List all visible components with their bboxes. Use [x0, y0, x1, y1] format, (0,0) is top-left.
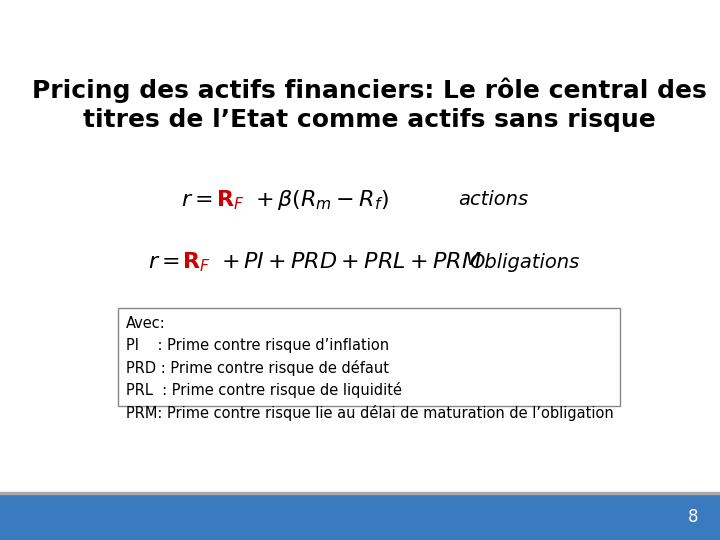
Text: $+\,\beta\left(R_m - R_f\right)$: $+\,\beta\left(R_m - R_f\right)$: [255, 188, 389, 212]
Text: PRD : Prime contre risque de défaut: PRD : Prime contre risque de défaut: [126, 360, 390, 376]
Text: actions: actions: [459, 191, 528, 210]
Text: $\mathbf{R}_F$: $\mathbf{R}_F$: [215, 188, 244, 212]
Text: Obligations: Obligations: [469, 253, 580, 272]
Text: PRM: Prime contre risque lie au délai de maturation de l’obligation: PRM: Prime contre risque lie au délai de…: [126, 404, 614, 421]
Text: $\mathbf{R}_F$: $\mathbf{R}_F$: [182, 251, 210, 274]
Text: PRL  : Prime contre risque de liquidité: PRL : Prime contre risque de liquidité: [126, 382, 402, 399]
Text: 8: 8: [688, 508, 698, 526]
Text: $r = $: $r = $: [148, 252, 179, 272]
FancyBboxPatch shape: [118, 308, 620, 406]
Text: $+\,PI + PRD + PRL + PRM$: $+\,PI + PRD + PRL + PRM$: [221, 252, 482, 272]
Text: Avec:: Avec:: [126, 315, 166, 330]
Text: PI    : Prime contre risque d’inflation: PI : Prime contre risque d’inflation: [126, 339, 390, 353]
Text: Pricing des actifs financiers: Le rôle central des
titres de l’Etat comme actifs: Pricing des actifs financiers: Le rôle c…: [32, 77, 706, 132]
Text: $r = $: $r = $: [181, 190, 213, 210]
